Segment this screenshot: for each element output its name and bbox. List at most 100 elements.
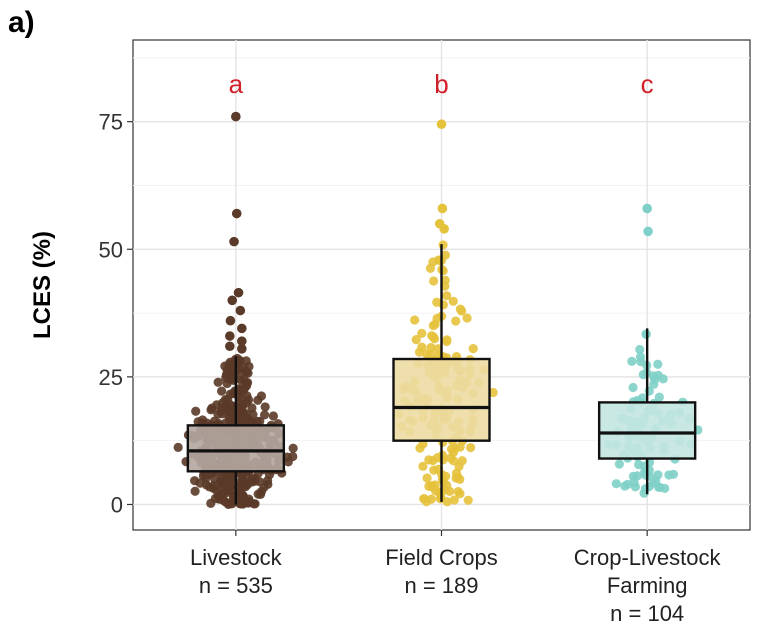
data-point [207, 403, 217, 413]
data-point [432, 313, 442, 324]
data-point [415, 443, 425, 453]
data-point [451, 316, 461, 326]
data-point [417, 328, 427, 338]
data-point [220, 361, 230, 371]
data-point [217, 471, 227, 481]
data-point [236, 375, 246, 385]
outlier-point [227, 295, 238, 306]
data-point [640, 484, 650, 494]
outlier-point [237, 344, 247, 354]
data-point [628, 382, 638, 393]
data-point [442, 291, 452, 301]
significance-letter: c [641, 69, 654, 99]
data-point [418, 461, 428, 471]
data-point [442, 336, 452, 347]
x-category-label: n = 535 [199, 573, 273, 598]
outlier-point [436, 119, 447, 130]
x-category-label: Field Crops [385, 545, 497, 570]
x-category-label: Crop-Livestock [574, 545, 722, 570]
data-point [417, 342, 427, 352]
data-point [438, 266, 448, 276]
data-point [426, 342, 436, 353]
data-point [288, 443, 298, 453]
data-point [627, 356, 637, 366]
outlier-point [237, 323, 247, 334]
x-category-label: Farming [607, 573, 688, 598]
data-point [451, 468, 462, 478]
data-point [410, 315, 420, 325]
data-point [243, 416, 253, 426]
data-point [446, 444, 457, 454]
x-category-label: n = 189 [404, 573, 478, 598]
significance-letter: a [229, 69, 244, 99]
data-point [438, 240, 448, 250]
outlier-point [225, 341, 235, 352]
data-point [428, 276, 439, 286]
data-point [425, 263, 436, 273]
y-axis: 0 25 50 75 [99, 110, 133, 517]
data-point [466, 442, 476, 453]
outlier-point [231, 208, 242, 219]
data-point [449, 495, 459, 505]
data-point [438, 476, 448, 486]
x-category-label: Livestock [190, 545, 283, 570]
outlier-point [643, 226, 653, 237]
data-point [488, 387, 498, 398]
data-point [614, 459, 624, 469]
data-point [668, 469, 679, 479]
data-point [649, 379, 659, 389]
data-point [446, 453, 456, 463]
data-point [255, 416, 265, 427]
data-point [411, 335, 421, 345]
data-point [634, 459, 644, 470]
outlier-point [437, 203, 448, 214]
outlier-point [235, 305, 246, 316]
y-tick-label: 50 [99, 237, 123, 262]
data-point [658, 374, 668, 384]
data-point [440, 275, 450, 285]
x-axis: Livestock n = 535 Field Crops n = 189 Crop-L… [190, 530, 722, 626]
data-point [190, 486, 200, 496]
y-tick-label: 25 [99, 365, 123, 390]
data-point [191, 406, 201, 416]
data-point [223, 485, 234, 495]
data-point [250, 476, 260, 486]
outlier-point [231, 111, 241, 122]
data-point [654, 392, 664, 402]
data-point [640, 470, 651, 480]
data-point [217, 386, 227, 396]
iqr-box [392, 357, 491, 442]
data-point [453, 486, 463, 497]
data-point [173, 442, 183, 452]
x-category-label: n = 104 [610, 601, 684, 626]
data-point [268, 411, 279, 421]
data-point [243, 498, 253, 508]
iqr-box [186, 424, 286, 473]
data-point [448, 296, 458, 306]
data-point [432, 453, 443, 463]
data-point [468, 343, 478, 354]
data-point [419, 494, 429, 504]
data-point [236, 484, 246, 494]
data-point [429, 334, 440, 344]
outlier-point [233, 287, 244, 298]
data-point [259, 482, 269, 493]
data-point [655, 482, 665, 492]
outlier-point [439, 224, 450, 234]
y-tick-label: 75 [99, 110, 123, 135]
data-point [462, 313, 472, 323]
data-point [653, 359, 663, 369]
data-point [463, 495, 473, 505]
data-point [438, 300, 448, 310]
data-point [238, 363, 248, 373]
data-point [222, 378, 232, 389]
data-point [223, 499, 233, 509]
data-point [214, 494, 224, 504]
data-point [241, 381, 252, 391]
outlier-point [225, 331, 235, 341]
outlier-point [642, 203, 652, 214]
data-point [635, 352, 646, 362]
data-point [195, 478, 205, 488]
y-tick-label: 0 [111, 492, 123, 517]
